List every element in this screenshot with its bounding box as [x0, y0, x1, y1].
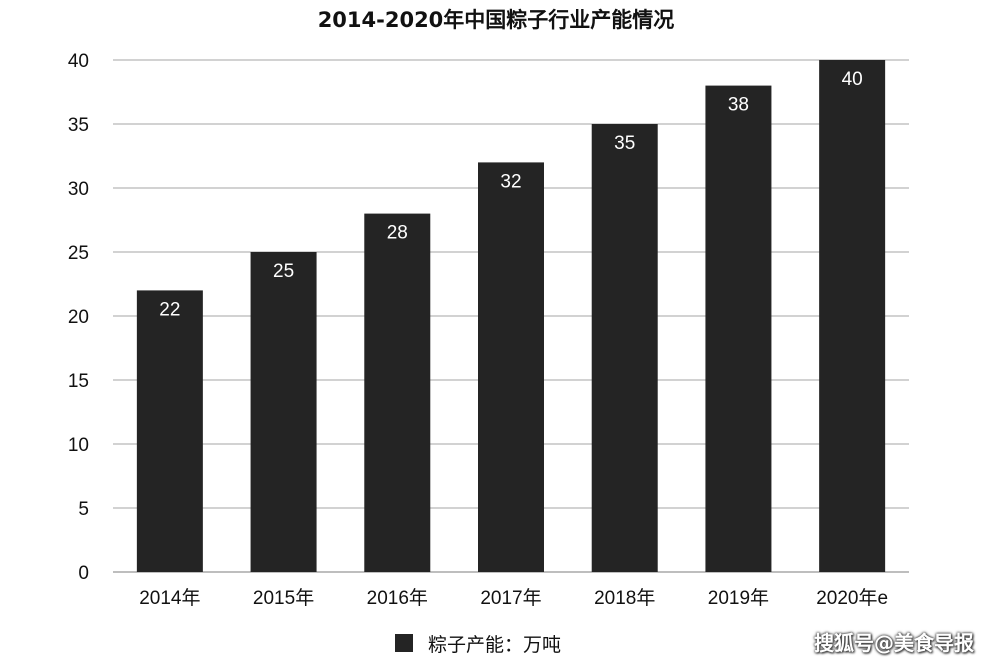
data-label: 22 [159, 299, 180, 320]
bar [250, 252, 317, 572]
bar [478, 162, 544, 572]
data-label: 25 [273, 261, 294, 282]
x-tick-label: 2016年 [367, 587, 428, 609]
y-tick-label: 15 [68, 371, 89, 392]
x-tick-label: 2018年 [594, 587, 655, 609]
y-tick-label: 20 [68, 307, 89, 328]
bar [705, 85, 772, 572]
data-label: 35 [614, 133, 635, 154]
y-tick-label: 40 [68, 51, 89, 72]
x-tick-label: 2019年 [708, 587, 769, 609]
legend-swatch [395, 634, 413, 652]
x-tick-label: 2014年 [139, 587, 200, 609]
y-tick-label: 35 [68, 115, 89, 136]
data-label: 40 [842, 69, 863, 90]
bar [364, 213, 431, 572]
bars [136, 60, 886, 572]
data-label: 38 [728, 95, 749, 116]
y-tick-label: 30 [68, 179, 89, 200]
legend: 粽子产能：万吨 [395, 634, 561, 656]
data-labels: 22 25 28 32 35 38 40 [159, 69, 862, 320]
legend-label: 粽子产能：万吨 [428, 634, 561, 656]
y-tick-label: 10 [68, 435, 89, 456]
chart-title: 2014-2020年中国粽子行业产能情况 [318, 8, 675, 32]
bar [591, 124, 658, 572]
x-tick-label: 2017年 [480, 587, 541, 609]
bar [819, 60, 886, 572]
y-tick-label: 25 [68, 243, 89, 264]
x-tick-label: 2020年e [816, 587, 888, 609]
y-axis-ticks: 0 5 10 15 20 25 30 35 40 [68, 51, 89, 584]
watermark: 搜狐号@美食导报 [814, 631, 974, 655]
x-axis-ticks: 2014年 2015年 2016年 2017年 2018年 2019年 2020年e [139, 587, 888, 609]
x-tick-label: 2015年 [253, 587, 314, 609]
y-tick-label: 5 [78, 499, 89, 520]
data-label: 32 [500, 171, 521, 192]
y-tick-label: 0 [78, 563, 89, 584]
bar [136, 290, 203, 572]
data-label: 28 [387, 223, 408, 244]
